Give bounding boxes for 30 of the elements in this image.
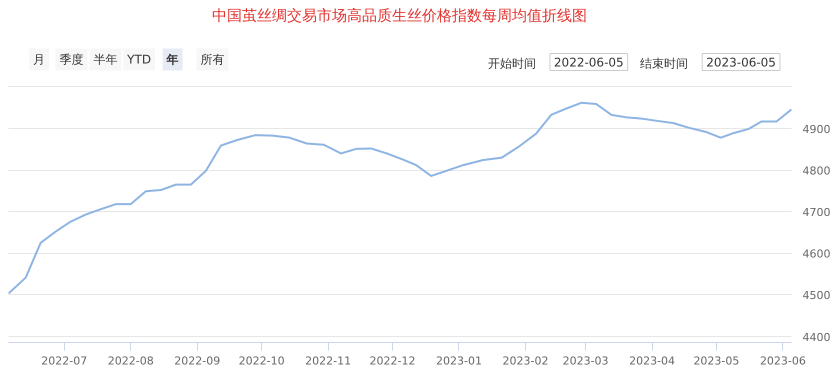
x-tick-label: 2023-02 — [502, 354, 548, 368]
text: 月 — [33, 52, 46, 66]
text: 2023-06-05 — [706, 56, 776, 70]
x-tick-label: 2023-05 — [693, 354, 740, 368]
x-tick-label: 2022-08 — [108, 354, 154, 368]
x-tick-label: 2023-04 — [629, 354, 676, 368]
text: 结束时间 — [640, 56, 688, 70]
x-tick-label: 2023-01 — [436, 354, 482, 368]
text: 开始时间 — [488, 56, 536, 70]
line-series — [8, 102, 792, 294]
x-tick-label: 2023-03 — [562, 354, 609, 368]
x-tick-label: 2022-12 — [370, 354, 416, 368]
text: 半年 — [93, 52, 118, 66]
text: YTD — [126, 52, 152, 66]
y-tick-label: 4600 — [802, 248, 830, 261]
y-tick-label: 4800 — [802, 164, 830, 178]
x-tick-label: 2022-09 — [174, 354, 220, 368]
text: 季度 — [60, 52, 84, 66]
text: 所有 — [200, 52, 224, 66]
x-tick-label: 2022-07 — [41, 354, 88, 368]
x-tick-label: 2023-06 — [760, 354, 806, 368]
text: 2022-06-05 — [554, 56, 624, 70]
y-tick-label: 4500 — [802, 289, 830, 302]
chart-title: 中国茧丝绸交易市场高品质生丝价格指数每周均值折线图 — [212, 6, 588, 24]
text: 年 — [166, 52, 179, 66]
x-tick-label: 2022-10 — [238, 354, 285, 368]
x-tick-label: 2022-11 — [305, 354, 352, 368]
y-tick-label: 4900 — [802, 123, 830, 136]
y-tick-label: 4700 — [802, 206, 830, 220]
y-tick-label: 4400 — [802, 330, 830, 344]
